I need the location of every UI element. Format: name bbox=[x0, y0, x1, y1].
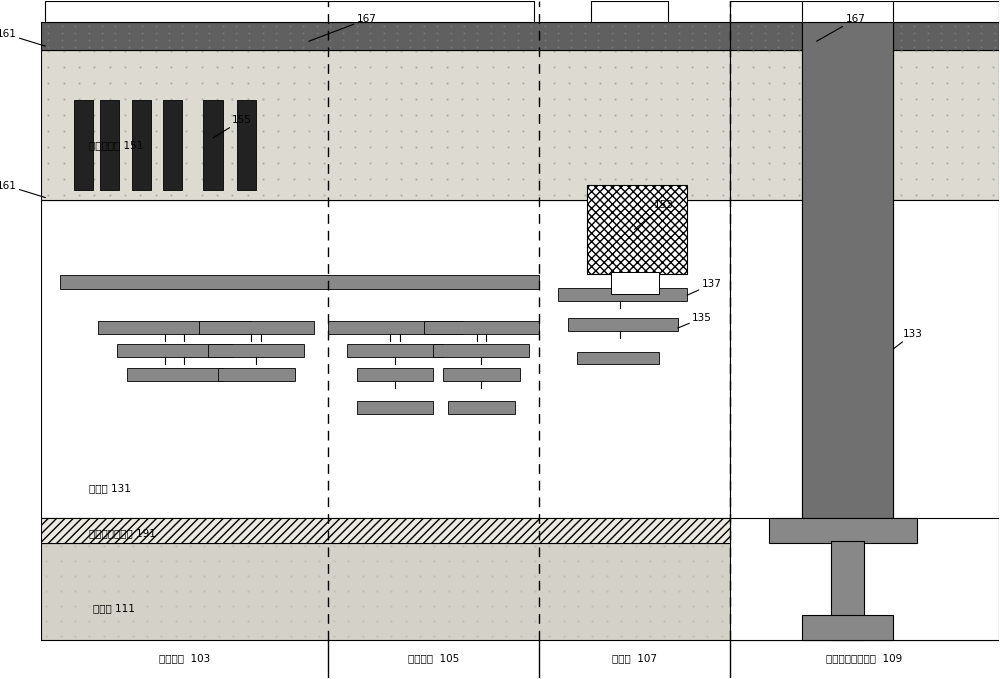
Bar bbox=[611, 272, 659, 294]
Bar bbox=[433, 344, 529, 357]
Bar bbox=[45, 1, 534, 22]
Bar bbox=[831, 541, 864, 640]
Bar bbox=[218, 368, 295, 381]
Bar bbox=[424, 321, 539, 334]
Bar bbox=[730, 22, 802, 50]
Text: 穿半导体通孔区域  109: 穿半导体通孔区域 109 bbox=[826, 653, 903, 663]
Text: 135: 135 bbox=[678, 313, 712, 328]
Bar bbox=[199, 321, 314, 334]
Bar bbox=[41, 518, 730, 543]
Bar bbox=[730, 1, 802, 22]
Text: 绝缘层 131: 绝缘层 131 bbox=[89, 483, 130, 494]
Bar bbox=[802, 22, 893, 518]
Text: 逻辑层 111: 逻辑层 111 bbox=[93, 603, 135, 613]
Text: 167: 167 bbox=[817, 14, 865, 41]
Bar bbox=[203, 100, 223, 189]
Bar bbox=[41, 543, 999, 640]
Bar bbox=[591, 1, 668, 22]
Text: 垫区域  107: 垫区域 107 bbox=[612, 653, 657, 663]
Bar bbox=[74, 100, 93, 189]
Bar bbox=[558, 288, 687, 301]
Bar bbox=[98, 321, 251, 334]
Bar bbox=[237, 100, 256, 189]
Bar bbox=[41, 200, 730, 518]
Bar bbox=[730, 200, 802, 518]
Text: 161: 161 bbox=[0, 181, 45, 198]
Text: 161: 161 bbox=[0, 29, 45, 46]
Bar bbox=[208, 344, 304, 357]
Bar bbox=[41, 50, 730, 200]
Text: 133: 133 bbox=[893, 329, 923, 349]
Bar bbox=[577, 352, 659, 364]
Bar bbox=[357, 368, 433, 381]
Bar bbox=[893, 1, 999, 22]
Bar bbox=[163, 100, 182, 189]
Bar bbox=[893, 50, 999, 200]
Bar bbox=[769, 518, 917, 543]
Bar bbox=[127, 368, 223, 381]
Bar bbox=[893, 22, 999, 50]
Bar bbox=[568, 318, 678, 331]
Bar bbox=[357, 401, 433, 414]
Bar bbox=[347, 344, 443, 357]
Bar bbox=[587, 185, 687, 274]
Bar bbox=[100, 100, 119, 189]
Bar bbox=[328, 321, 462, 334]
Bar bbox=[132, 100, 151, 189]
Text: 153: 153 bbox=[635, 200, 674, 230]
Bar bbox=[893, 200, 999, 518]
Bar bbox=[802, 615, 893, 640]
Text: 167: 167 bbox=[309, 14, 377, 41]
Text: 137: 137 bbox=[687, 279, 722, 295]
Bar bbox=[448, 401, 515, 414]
Bar bbox=[41, 22, 730, 50]
Bar bbox=[443, 368, 520, 381]
Text: 半导体材料 151: 半导体材料 151 bbox=[89, 140, 143, 150]
Text: 像素区域  103: 像素区域 103 bbox=[159, 653, 210, 663]
Text: 电介质接合材料 191: 电介质接合材料 191 bbox=[89, 528, 155, 538]
Bar bbox=[730, 1, 999, 640]
Bar bbox=[117, 344, 232, 357]
Bar bbox=[730, 50, 802, 200]
Text: 外围区域  105: 外围区域 105 bbox=[408, 653, 459, 663]
Bar bbox=[60, 275, 539, 289]
Text: 155: 155 bbox=[213, 115, 252, 138]
